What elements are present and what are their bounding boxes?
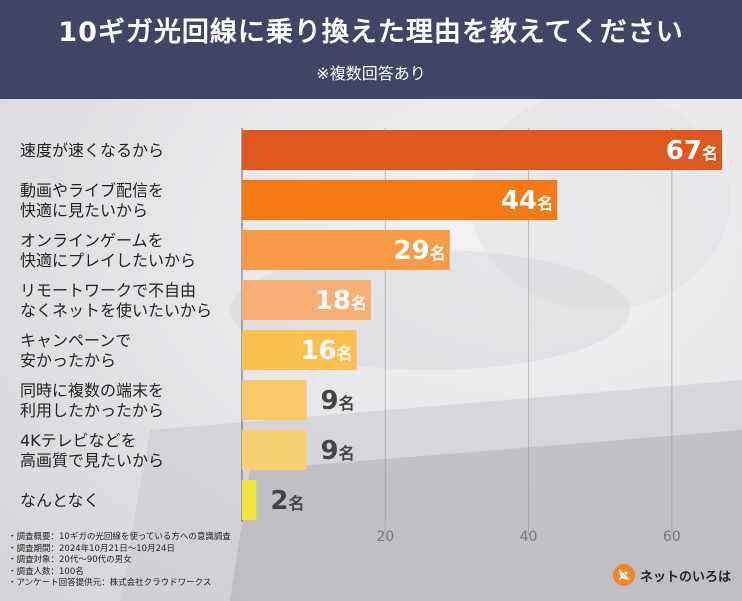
data-label: 67名 bbox=[666, 136, 718, 166]
category-label: なんとなく bbox=[20, 491, 100, 510]
data-label: 16名 bbox=[300, 336, 352, 366]
bar bbox=[242, 380, 307, 420]
footnote-period: ・調査期間：2024年10月21日〜10月24日 bbox=[8, 543, 175, 554]
bar bbox=[242, 280, 371, 320]
brand-logo: ネットのいろは bbox=[613, 564, 731, 586]
footnote-target: ・調査対象：20代〜90代の男女 bbox=[8, 555, 132, 565]
footnote-count: ・調査人数：100名 bbox=[8, 566, 84, 577]
bar bbox=[242, 230, 450, 270]
category-label: オンラインゲームを快適にプレイしたいから bbox=[20, 231, 196, 270]
data-label: 9名 bbox=[320, 436, 354, 466]
chart-title: 10ギガ光回線に乗り換えた理由を教えてください bbox=[58, 17, 684, 48]
logo-text: ネットのいろは bbox=[640, 569, 732, 585]
footnote-summary: ・調査概要：10ギガの光回線を使っている方への意識調査 bbox=[8, 532, 231, 542]
bar bbox=[242, 330, 357, 370]
bar bbox=[242, 180, 558, 220]
category-label: 4Kテレビなどを高画質で見たいから bbox=[20, 431, 164, 470]
category-label: キャンペーンで安かったから bbox=[20, 331, 131, 370]
survey-footnotes: ・調査概要：10ギガの光回線を使っている方への意識調査 ・調査期間：2024年1… bbox=[8, 532, 231, 590]
x-tick-label: 20 bbox=[376, 529, 394, 545]
category-label: 同時に複数の端末を利用したかったから bbox=[20, 381, 164, 420]
data-label: 9名 bbox=[320, 386, 354, 416]
x-tick-label: 40 bbox=[520, 529, 538, 545]
x-tick-label: 60 bbox=[663, 529, 681, 545]
category-label: 動画やライブ配信を快適に見たいから bbox=[20, 181, 164, 220]
chart-subtitle: ※複数回答あり bbox=[316, 64, 426, 83]
bar bbox=[242, 130, 722, 170]
data-label: 2名 bbox=[270, 486, 304, 516]
data-label: 44名 bbox=[501, 186, 553, 216]
bar bbox=[242, 480, 257, 520]
category-label: 速度が速くなるから bbox=[20, 141, 164, 160]
data-label: 29名 bbox=[394, 236, 446, 266]
header-banner: 10ギガ光回線に乗り換えた理由を教えてください ※複数回答あり bbox=[0, 0, 742, 99]
satellite-dish-icon bbox=[613, 564, 635, 586]
footnote-source: ・アンケート回答提供元：株式会社クラウドワークス bbox=[8, 578, 212, 588]
data-label: 18名 bbox=[315, 286, 367, 316]
bar bbox=[242, 430, 307, 470]
category-label: リモートワークで不自由なくネットを使いたいから bbox=[20, 281, 212, 320]
